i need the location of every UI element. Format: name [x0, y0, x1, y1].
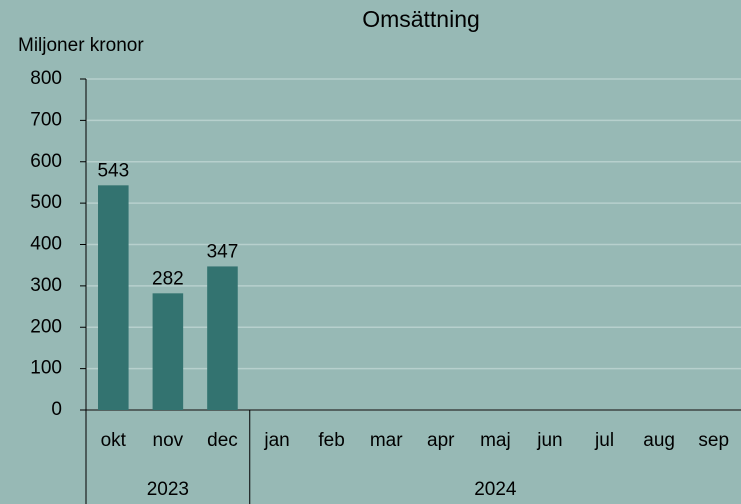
y-tick-label: 100: [30, 358, 62, 379]
y-tick-label: 300: [30, 275, 62, 296]
y-tick-label: 400: [30, 234, 62, 255]
year-label: 2023: [147, 479, 189, 500]
data-label: 543: [97, 160, 129, 181]
x-tick-label: nov: [153, 430, 184, 451]
y-tick-label: 800: [30, 68, 62, 89]
bar: [152, 293, 184, 410]
bar: [98, 185, 129, 410]
year-label: 2024: [474, 479, 517, 500]
chart-title: Omsättning: [362, 6, 480, 32]
x-tick-label: sep: [698, 430, 729, 451]
x-tick-label: jan: [263, 430, 289, 451]
y-tick-label: 600: [30, 151, 62, 172]
y-axis-label: Miljoner kronor: [18, 35, 144, 56]
x-tick-label: apr: [427, 430, 455, 451]
y-tick-label: 200: [30, 316, 62, 337]
y-tick-label: 500: [30, 192, 62, 213]
x-tick-label: dec: [207, 430, 238, 451]
x-tick-label: mar: [370, 430, 403, 451]
data-label: 282: [152, 268, 184, 289]
x-tick-label: jul: [594, 430, 614, 451]
x-tick-label: aug: [643, 430, 675, 451]
x-tick-label: feb: [318, 430, 344, 451]
data-label: 347: [207, 241, 239, 262]
y-tick-label: 0: [51, 399, 62, 420]
x-tick-label: maj: [480, 430, 511, 451]
bar: [207, 266, 238, 410]
y-tick-label: 700: [30, 109, 62, 130]
x-tick-label: okt: [101, 430, 127, 451]
x-tick-label: jun: [536, 430, 562, 451]
